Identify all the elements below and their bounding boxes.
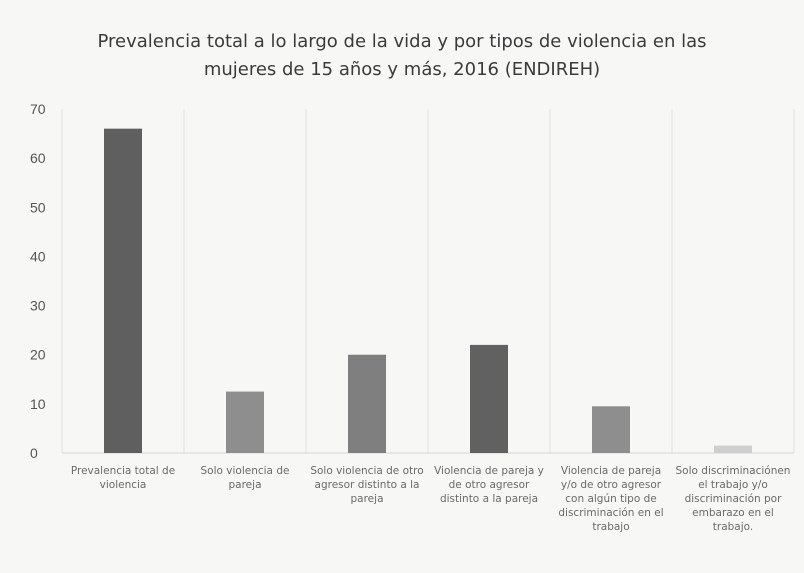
bar (226, 391, 264, 453)
chart-title-line-2: mujeres de 15 años y más, 2016 (ENDIREH) (203, 59, 601, 80)
x-category-label: Violencia de pareja y de otro agresor di… (434, 465, 544, 505)
x-category-label: Violencia de pareja y/o de otro agresor … (558, 465, 664, 533)
y-axis: 0 10 20 30 40 50 60 70 (30, 101, 46, 461)
bar (714, 445, 752, 453)
bar (348, 354, 386, 453)
y-tick-label: 70 (30, 101, 46, 117)
y-tick-label: 50 (30, 199, 46, 215)
bar (470, 344, 508, 453)
y-tick-label: 40 (30, 248, 46, 264)
x-category-label: Solo discriminaciónen el trabajo y/o dis… (675, 465, 791, 533)
y-tick-label: 20 (30, 347, 46, 363)
chart-title: Prevalencia total a lo largo de la vida … (0, 28, 804, 84)
y-tick-label: 60 (30, 150, 46, 166)
gridlines (61, 109, 795, 454)
x-category-label: Solo violencia de pareja (200, 465, 290, 491)
chart-title-line-1: Prevalencia total a lo largo de la vida … (97, 31, 707, 52)
x-category-label: Solo violencia de otro agresor distinto … (310, 465, 424, 505)
x-category-label: Prevalencia total de violencia (70, 465, 176, 491)
bar (104, 128, 142, 453)
y-tick-label: 10 (30, 396, 46, 412)
y-tick-label: 30 (30, 298, 46, 314)
bars (104, 128, 752, 453)
bar (592, 406, 630, 453)
y-tick-label: 0 (30, 445, 38, 461)
